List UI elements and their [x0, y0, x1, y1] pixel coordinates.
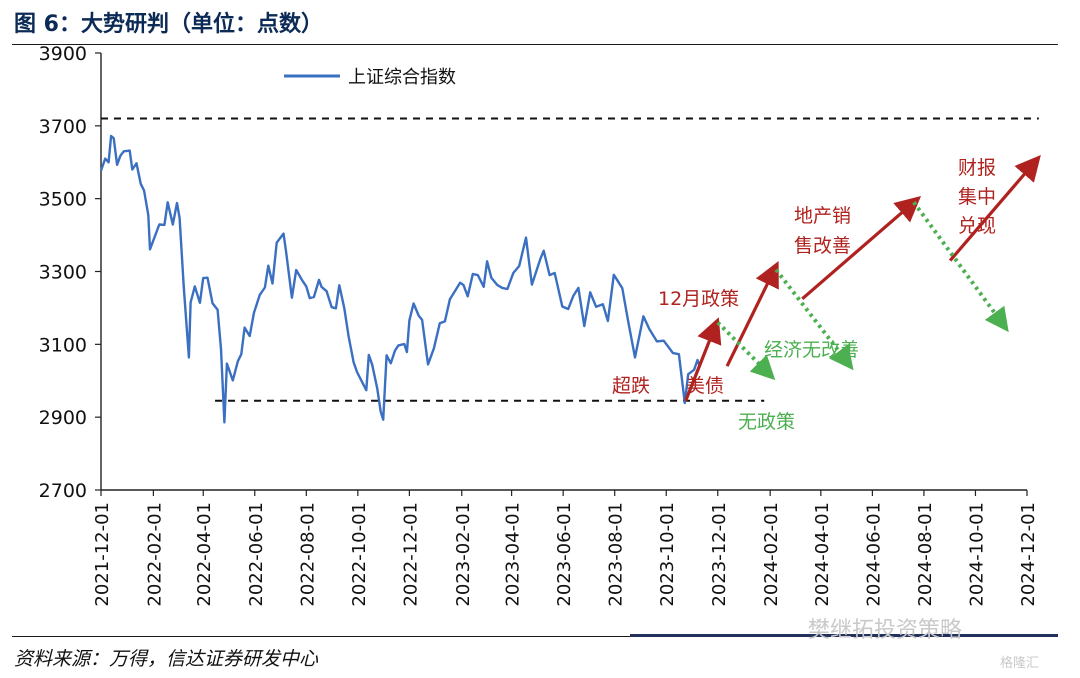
x-tick-label: 2022-02-01 [144, 502, 165, 607]
watermark: 樊继拓投资策略 [808, 618, 963, 643]
upside-scenario-arrow [948, 154, 1041, 262]
annotations: 超跌 美债 无政策 12月政策 经济无改善 地产销 售改善 财报 集中 兑现 [612, 157, 1002, 433]
x-tick-label: 2023-10-01 [657, 502, 678, 607]
x-tick-label: 2024-08-01 [915, 502, 936, 607]
figure-title: 图 6：大势研判（单位：点数） [14, 12, 323, 37]
x-tick-label: 2023-08-01 [606, 502, 627, 607]
y-tick-label: 3500 [39, 189, 87, 211]
annotation-property-sales-line-2: 售改善 [794, 235, 851, 257]
x-tick-label: 2024-06-01 [863, 502, 884, 607]
annotation-earnings: 财报 集中 兑现 [958, 157, 1002, 237]
annotation-oversold: 超跌 [612, 375, 650, 397]
downside-scenario-arrow [716, 321, 776, 381]
scenario-layer [684, 154, 1041, 402]
upside-scenario-arrow [725, 261, 779, 367]
upside-scenario-arrow [684, 317, 722, 402]
source-note: 资料来源：万得，信达证券研发中心 [14, 648, 319, 670]
annotation-property-sales: 地产销 售改善 [794, 205, 857, 257]
x-tick-label: 2022-08-01 [297, 502, 318, 607]
y-tick-label: 2700 [39, 480, 87, 502]
annotation-earnings-line-3: 兑现 [958, 215, 996, 237]
y-tick-label: 3900 [39, 43, 87, 65]
annotation-no-economic-improvement: 经济无改善 [764, 339, 859, 361]
x-tick-label: 2022-10-01 [349, 502, 370, 607]
footer-accent-bar [630, 634, 1058, 637]
annotation-property-sales-line-1: 地产销 [794, 205, 851, 227]
x-tick-label: 2023-06-01 [554, 502, 575, 607]
legend-label: 上证综合指数 [348, 67, 456, 88]
chart-axes: 2700 2900 3100 3300 3500 3700 3900 2021-12-01 20… [39, 43, 1039, 607]
y-tick-label: 3300 [39, 262, 87, 284]
annotation-december-policy: 12月政策 [658, 288, 739, 310]
x-tick-label: 2022-12-01 [400, 502, 421, 607]
series-line-shanghai-composite [99, 134, 702, 424]
legend: 上证综合指数 [284, 67, 456, 88]
x-tick-label: 2022-06-01 [246, 502, 267, 607]
watermark-secondary: 格隆汇 [1000, 656, 1040, 671]
annotation-no-policy: 无政策 [738, 411, 795, 433]
upside-scenario-arrow [801, 196, 922, 301]
title-divider [12, 44, 1058, 45]
x-tick-label: 2021-12-01 [92, 502, 113, 607]
y-tick-label: 3700 [39, 116, 87, 138]
x-tick-label: 2023-04-01 [503, 502, 524, 607]
x-tick-label: 2022-04-01 [194, 502, 215, 607]
annotation-us-treasury: 美债 [686, 375, 724, 397]
series-layer [99, 134, 702, 424]
x-tick-label: 2024-02-01 [761, 502, 782, 607]
x-tick-label: 2023-02-01 [453, 502, 474, 607]
x-tick-label: 2024-12-01 [1018, 502, 1039, 607]
x-tick-label: 2024-04-01 [812, 502, 833, 607]
downside-scenario-arrow [774, 268, 854, 371]
y-tick-label: 2900 [39, 407, 87, 429]
annotation-earnings-line-1: 财报 [958, 157, 996, 179]
reference-lines [101, 117, 1039, 402]
x-tick-label: 2024-10-01 [966, 502, 987, 607]
annotation-earnings-line-2: 集中 [958, 186, 996, 208]
footer-divider [12, 636, 1058, 637]
x-tick-label: 2023-12-01 [709, 502, 730, 607]
y-tick-label: 3100 [39, 334, 87, 356]
